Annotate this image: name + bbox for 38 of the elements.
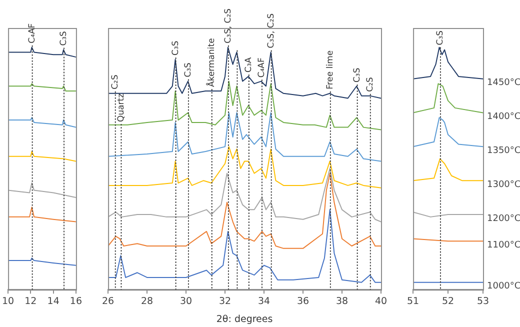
ref-line-label: C₄AF [28, 23, 38, 44]
ref-line-label: C₄AF [257, 58, 268, 78]
x-tick-label: 14 [47, 296, 60, 307]
series-label: 1100°C [487, 240, 520, 250]
ref-line-label: C₃S [352, 68, 363, 83]
ref-line-label: C₃A [244, 57, 254, 72]
x-tick-label: 30 [180, 296, 192, 307]
series-label: 1350°C [487, 146, 520, 156]
series-label: 1450°C [487, 78, 520, 88]
x-tick-label: 38 [336, 296, 348, 307]
x-axis-title: 2θ: degrees [216, 314, 273, 325]
x-tick-label: 40 [374, 296, 388, 307]
x-tick-label: 52 [442, 296, 454, 307]
x-tick-label: 16 [70, 296, 82, 307]
x-tick-label: 12 [24, 296, 37, 307]
x-tick-label: 26 [102, 296, 114, 307]
ref-line-label: C₂S [110, 74, 121, 90]
series-label: 1000°C [487, 282, 520, 292]
x-tick-label: 10 [2, 296, 14, 307]
ref-line-label: C₃S, C₂S [224, 8, 234, 44]
series-label: 1400°C [487, 112, 520, 122]
ref-line-label: Åkermanite [206, 38, 218, 87]
ref-line-label: C₂S [366, 77, 376, 92]
x-tick-label: 34 [258, 296, 270, 307]
ref-line-label: C₃S [171, 40, 182, 56]
ref-line-label: Quartz [116, 92, 126, 122]
x-tick-label: 32 [218, 296, 232, 307]
ref-line-label: C₃S, C₂S [266, 13, 277, 48]
series-label: 1300°C [487, 180, 520, 190]
x-tick-label: 28 [140, 296, 154, 307]
x-tick-label: 36 [296, 296, 310, 307]
ref-line-label: Free lime [326, 50, 336, 90]
ref-line-label: C₃S [436, 30, 446, 46]
ref-line-label: C₃S [59, 31, 70, 46]
ref-line-label: C₃S [184, 62, 194, 78]
x-tick-label: 53 [476, 296, 490, 307]
x-tick-label: 51 [406, 296, 420, 307]
series-label: 1200°C [487, 214, 520, 224]
